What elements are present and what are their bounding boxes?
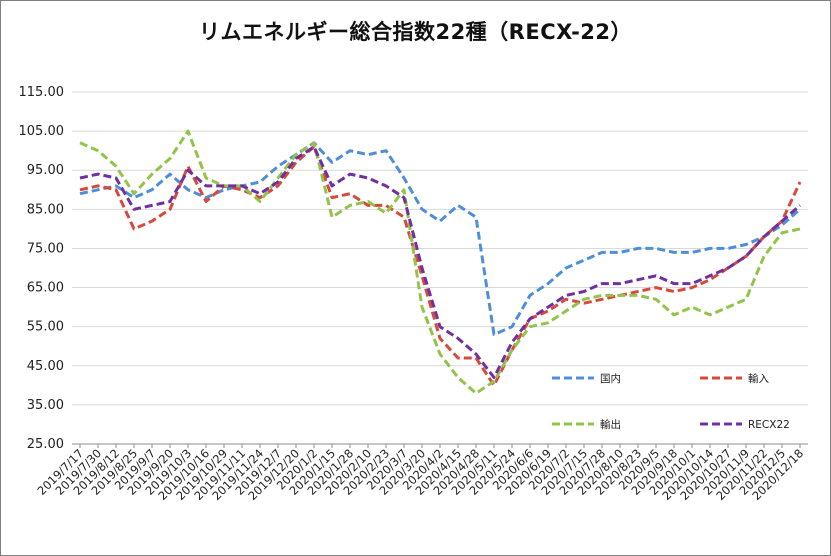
y-axis-ticks: 115.00 105.00 95.00 85.00 75.00 65.00 55.00 45.… [19,85,65,452]
legend-label: 国内 [600,372,621,385]
series-line-輸入 [79,145,802,387]
chart-title: リムエネルギー総合指数22種（RECX-22） [198,20,633,44]
series-line-RECX22 [79,145,801,379]
y-tick-label: 55.00 [27,320,64,335]
y-tick-label: 85.00 [27,202,64,217]
series-line-輸出 [79,129,801,395]
y-tick-label: 45.00 [27,359,64,374]
series-lines [79,129,802,395]
y-tick-label: 115.00 [19,85,65,100]
y-tick-label: 75.00 [27,241,64,256]
grid-lines [72,91,808,445]
legend-label: 輸入 [748,372,769,385]
y-tick-label: 65.00 [27,281,64,296]
y-tick-label: 105.00 [19,124,65,139]
legend-label: RECX22 [748,419,790,431]
y-tick-label: 35.00 [27,398,64,413]
legend-label: 輸出 [600,418,621,431]
series-line-国内 [79,141,801,336]
y-tick-label: 25.00 [27,437,64,452]
x-axis-ticks: 2019/7/172019/7/302019/8/122019/8/252019… [35,444,806,503]
y-tick-label: 95.00 [27,163,64,178]
